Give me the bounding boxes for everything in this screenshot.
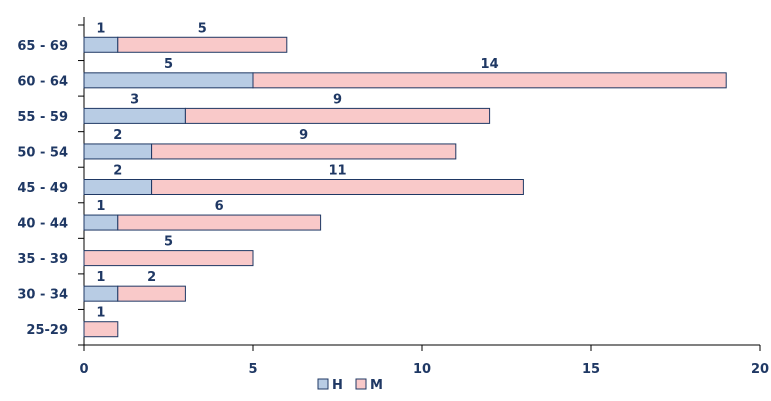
bar-m (252, 72, 727, 89)
bar-m (151, 179, 524, 195)
bar-m (184, 107, 491, 124)
bar-h (83, 214, 119, 231)
data-label-m: 6 (215, 199, 224, 214)
bar-h (83, 72, 254, 89)
legend-label-m: M (370, 378, 383, 393)
data-label-m: 11 (328, 164, 346, 179)
data-label-h: 1 (96, 21, 105, 36)
legend-swatch-m (355, 378, 367, 390)
bar-m (117, 285, 186, 302)
category-label: 45 - 49 (17, 181, 68, 196)
bars (83, 36, 727, 338)
bar-h (83, 179, 153, 195)
bar-m (117, 214, 322, 231)
bar-h (83, 143, 153, 160)
data-label-m: 1 (96, 306, 105, 321)
x-tick-label: 5 (248, 362, 257, 377)
category-label: 40 - 44 (17, 217, 68, 232)
data-label-m: 9 (333, 92, 342, 107)
category-label: 35 - 39 (17, 252, 68, 267)
x-tick-label: 0 (79, 362, 88, 377)
bar-h (83, 107, 186, 124)
category-label: 55 - 59 (17, 110, 68, 125)
x-tick-label: 20 (751, 362, 769, 377)
data-label-h: 3 (130, 92, 139, 107)
bar-m (117, 36, 288, 53)
category-label: 30 - 34 (17, 288, 68, 303)
bar-m (83, 250, 254, 267)
data-label-m: 5 (198, 21, 207, 36)
data-label-h: 1 (96, 199, 105, 214)
category-label: 60 - 64 (17, 74, 68, 89)
data-label-h: 5 (164, 57, 173, 72)
category-label: 50 - 54 (17, 145, 68, 160)
data-label-m: 9 (299, 128, 308, 143)
bar-h (83, 36, 119, 53)
data-label-m: 2 (147, 270, 156, 285)
data-label-h: 1 (96, 270, 105, 285)
legend-swatch-h (317, 378, 329, 390)
bar-m (83, 321, 119, 338)
category-label: 65 - 69 (17, 39, 68, 54)
data-label-m: 5 (164, 235, 173, 250)
data-labels: 11 251 62 112 93 95 141 5 (96, 21, 498, 320)
x-tick-label: 15 (582, 362, 600, 377)
x-tick-label: 10 (413, 362, 431, 377)
data-label-m: 14 (481, 57, 499, 72)
bar-m (151, 143, 457, 160)
legend-label-h: H (332, 378, 343, 393)
category-label: 25-29 (26, 323, 68, 338)
bar-h (83, 285, 119, 302)
data-label-h: 2 (113, 164, 122, 179)
data-label-h: 2 (113, 128, 122, 143)
